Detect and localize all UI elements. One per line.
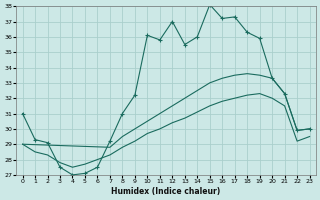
X-axis label: Humidex (Indice chaleur): Humidex (Indice chaleur)	[111, 187, 221, 196]
